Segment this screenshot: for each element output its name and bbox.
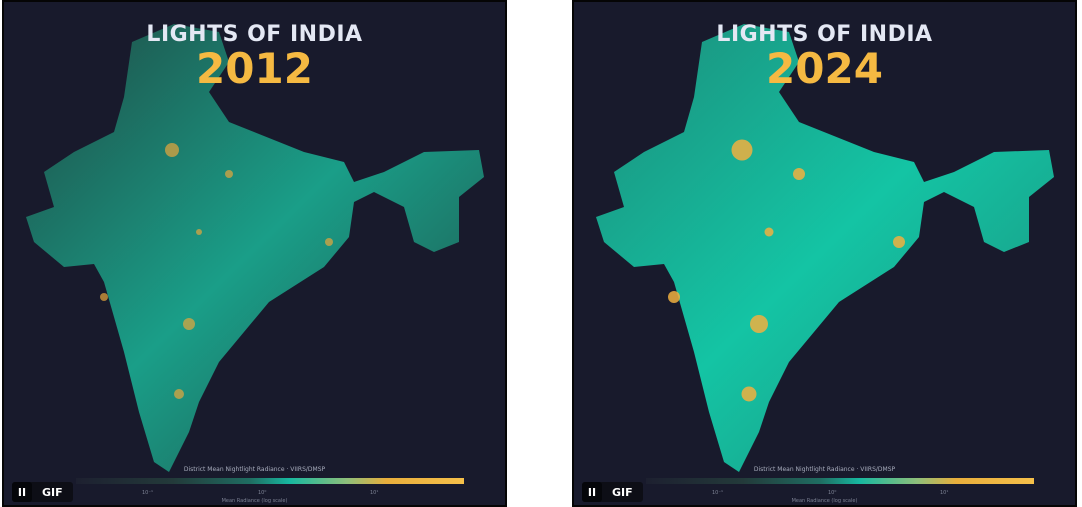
city-light-hotspot [741, 386, 757, 402]
axis-label: Mean Radiance (log scale) [221, 498, 288, 504]
pause-button[interactable]: II [582, 482, 602, 502]
city-light-hotspot [225, 170, 233, 178]
title: LIGHTS OF INDIA [716, 22, 933, 47]
city-light-hotspot [183, 318, 195, 330]
year-label: 2012 [196, 44, 313, 93]
map-panel-2024: LIGHTS OF INDIA 2024 District Mean Night… [572, 0, 1077, 507]
map-panel-2012: LIGHTS OF INDIA 2012 District Mean Night… [2, 0, 507, 507]
tick-label: 10¹ [370, 490, 379, 496]
year-label: 2024 [766, 44, 883, 93]
city-light-hotspot [750, 315, 768, 333]
colorbar [76, 478, 464, 484]
city-light-hotspot [196, 229, 202, 235]
india-map-2024 [596, 24, 1054, 472]
city-light-hotspot [100, 293, 108, 301]
legend-caption: District Mean Nightlight Radiance · VIIR… [753, 466, 896, 473]
colorbar [646, 478, 1034, 484]
axis-label: Mean Radiance (log scale) [791, 498, 858, 504]
tick-label: 10⁻¹ [712, 490, 724, 496]
gif-controls: II GIF [12, 482, 73, 502]
city-light-hotspot [174, 389, 184, 399]
city-light-hotspot [793, 168, 805, 180]
tick-label: 10⁻¹ [142, 490, 154, 496]
tick-label: 10⁰ [828, 490, 837, 496]
city-light-hotspot [893, 236, 905, 248]
gif-label: GIF [42, 485, 63, 499]
city-light-hotspot [165, 143, 179, 157]
city-light-hotspot [668, 291, 680, 303]
gif-controls: II GIF [582, 482, 643, 502]
india-map-2012 [26, 24, 484, 472]
title: LIGHTS OF INDIA [146, 22, 363, 47]
tick-label: 10¹ [940, 490, 949, 496]
legend-caption: District Mean Nightlight Radiance · VIIR… [183, 466, 326, 473]
tick-label: 10⁰ [258, 490, 267, 496]
city-light-hotspot [731, 139, 753, 161]
gif-label: GIF [612, 485, 633, 499]
city-light-hotspot [764, 227, 774, 237]
pause-button[interactable]: II [12, 482, 32, 502]
city-light-hotspot [325, 238, 333, 246]
